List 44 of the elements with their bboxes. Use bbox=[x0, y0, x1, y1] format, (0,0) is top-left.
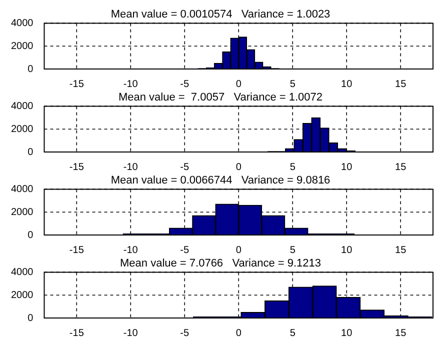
chart-title: Mean value = 0.0066744 Variance = 9.0816 bbox=[110, 174, 330, 187]
y-tick-label: 0 bbox=[28, 146, 34, 158]
x-tick-label: 10 bbox=[341, 78, 353, 90]
x-tick-label: 0 bbox=[236, 328, 242, 339]
y-tick-label: 0 bbox=[28, 312, 34, 324]
x-tick-label: 15 bbox=[395, 162, 407, 173]
x-tick-label: 15 bbox=[395, 328, 407, 339]
x-tick-label: -15 bbox=[69, 162, 84, 173]
chart-title: Mean value = 0.0010574 Variance = 1.0023 bbox=[110, 8, 330, 21]
y-tick-label: 2000 bbox=[10, 124, 34, 135]
y-tick-label: 4000 bbox=[10, 18, 34, 29]
chart-title: Mean value = 7.0766 Variance = 9.1213 bbox=[120, 258, 321, 270]
x-tick-label: -15 bbox=[69, 244, 84, 256]
x-tick-label: 5 bbox=[290, 244, 296, 256]
x-tick-label: 10 bbox=[341, 328, 353, 339]
x-tick-label: 15 bbox=[395, 78, 407, 90]
y-tick-label: 0 bbox=[28, 64, 34, 75]
x-tick-label: 0 bbox=[236, 244, 242, 256]
x-tick-label: 15 bbox=[395, 244, 407, 256]
y-tick-label: 2000 bbox=[10, 290, 34, 301]
chart-title: Mean value = 7.0057 Variance = 1.0072 bbox=[118, 92, 323, 104]
y-tick-label: 2000 bbox=[10, 206, 34, 218]
x-tick-label: -10 bbox=[123, 328, 138, 339]
y-tick-label: 4000 bbox=[10, 266, 34, 278]
x-tick-label: 0 bbox=[236, 162, 242, 173]
x-tick-label: -15 bbox=[69, 328, 84, 339]
x-tick-label: 10 bbox=[341, 244, 353, 256]
x-tick-label: -5 bbox=[180, 78, 190, 90]
x-tick-label: 5 bbox=[290, 162, 296, 173]
x-tick-label: 5 bbox=[290, 328, 296, 339]
y-tick-label: 0 bbox=[28, 230, 34, 241]
x-tick-label: -10 bbox=[123, 244, 138, 256]
x-tick-label: -10 bbox=[123, 78, 138, 90]
x-tick-label: 10 bbox=[341, 162, 353, 173]
y-tick-label: 4000 bbox=[10, 100, 34, 112]
x-tick-label: 0 bbox=[236, 78, 242, 90]
x-tick-label: -5 bbox=[180, 244, 190, 256]
x-tick-label: -5 bbox=[180, 328, 190, 339]
x-tick-label: -10 bbox=[123, 162, 138, 173]
y-tick-label: 4000 bbox=[10, 184, 34, 195]
x-tick-label: 5 bbox=[290, 78, 296, 90]
x-tick-label: -5 bbox=[180, 162, 190, 173]
x-tick-label: -15 bbox=[69, 78, 84, 90]
y-tick-label: 2000 bbox=[10, 40, 34, 52]
